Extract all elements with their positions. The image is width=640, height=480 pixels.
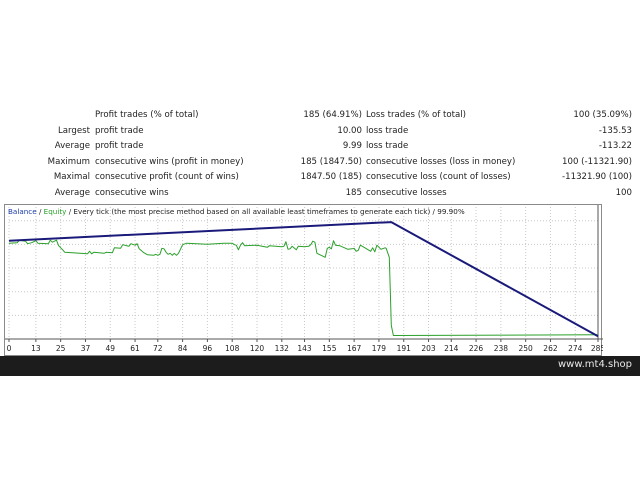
stat-label-loss: loss trade [366,125,409,136]
legend-description: / Every tick (the most precise method ba… [66,207,464,216]
footer-bar: www.mt4.shop [0,356,640,376]
x-tick-label: 132 [275,344,290,353]
x-tick-label: 96 [203,344,213,353]
legend-equity: Equity [44,207,67,216]
x-tick-label: 84 [178,344,188,353]
stat-value: 9.99 [342,141,362,151]
stats-row: Average consecutive wins 185 consecutive lo… [0,186,640,202]
stat-value: 185 (64.91%) [303,110,362,120]
stat-value-loss: -135.53 [598,125,632,136]
stat-value-loss: 100 (35.09%) [573,110,632,120]
x-tick-label: 108 [225,344,240,353]
x-tick-label: 13 [31,344,41,353]
stat-value: 1847.50 (185) [300,172,362,182]
stat-prefix: Average [54,141,90,151]
stat-label-loss: loss trade [366,141,409,151]
stat-label-loss: consecutive losses (loss in money) [366,156,516,167]
stats-row: Maximal consecutive profit (count of wins… [0,170,640,186]
x-tick-label: 25 [56,344,66,353]
stats-row: Maximum consecutive wins (profit in money… [0,155,640,171]
x-tick-label: 72 [153,344,163,353]
x-tick-label: 49 [105,344,115,353]
x-tick-label: 0 [7,344,12,353]
stats-row: Profit trades (% of total) 185 (64.91%) Lo… [0,108,640,124]
x-tick-label: 203 [421,344,436,353]
stat-value-loss: 100 [615,187,632,198]
balance-equity-chart: 0234746937040938611733013253749617284961… [4,204,603,356]
x-tick-label: 274 [568,344,583,353]
stat-label: consecutive wins (profit in money) [95,156,244,167]
x-tick-label: 179 [372,344,387,353]
stat-value: 10.00 [337,125,362,136]
stat-prefix: Maximal [53,172,90,182]
stat-value-loss: -11321.90 (100) [562,172,632,182]
stat-prefix: Maximum [47,156,90,167]
stat-label-loss: Loss trades (% of total) [366,110,466,120]
stat-label: Profit trades (% of total) [95,110,199,120]
x-tick-label: 226 [469,344,484,353]
balance-line [8,221,599,338]
trade-statistics: Profit trades (% of total) 185 (64.91%) Lo… [0,108,640,201]
stat-value: 185 [345,187,362,198]
x-tick-label: 37 [81,344,91,353]
stat-prefix: Largest [57,125,90,136]
x-tick-label: 250 [519,344,534,353]
x-tick-label: 238 [494,344,509,353]
stat-prefix: Average [54,187,90,198]
legend-separator: / [37,207,44,216]
x-tick-label: 191 [397,344,412,353]
stat-label-loss: consecutive loss (count of losses) [366,172,511,182]
watermark-text: www.mt4.shop [557,359,632,370]
stat-label: profit trade [95,141,144,151]
legend-balance: Balance [8,207,37,216]
stat-label: consecutive profit (count of wins) [95,172,239,182]
stat-label: consecutive wins [95,187,169,198]
x-tick-label: 155 [322,344,337,353]
x-tick-label: 214 [444,344,459,353]
stat-value: 185 (1847.50) [300,156,362,167]
chart-svg: 0234746937040938611733013253749617284961… [5,205,603,353]
stats-row: Largest profit trade 10.00 loss trade -135.5… [0,124,640,140]
stat-label: profit trade [95,125,144,136]
x-tick-label: 61 [130,344,140,353]
chart-legend: Balance / Equity / Every tick (the most … [8,207,465,216]
stat-value-loss: 100 (-11321.90) [562,156,632,167]
x-tick-label: 262 [543,344,558,353]
x-tick-label: 143 [297,344,312,353]
stats-row: Average profit trade 9.99 loss trade -113.22 [0,139,640,155]
equity-line [8,239,599,336]
x-tick-label: 120 [250,344,265,353]
x-tick-label: 167 [347,344,362,353]
x-tick-label: 285 [591,344,603,353]
stat-value-loss: -113.22 [598,141,632,151]
stat-label-loss: consecutive losses [366,187,447,198]
